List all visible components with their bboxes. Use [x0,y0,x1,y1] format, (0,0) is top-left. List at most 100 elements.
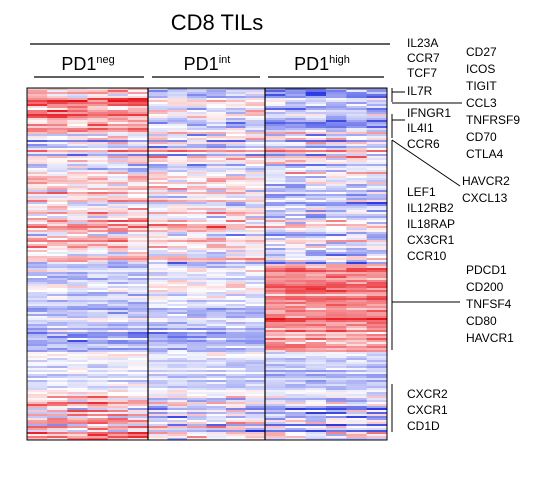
heatmap-cell [366,112,388,115]
heatmap-cell [346,412,368,415]
heatmap-cell [226,226,246,229]
heatmap-cell [206,408,227,411]
heatmap-cell [346,158,368,161]
heatmap-cell [148,150,168,153]
heatmap-cell [346,236,368,239]
heatmap-cell [245,384,266,387]
heatmap-cell [366,436,388,439]
heatmap-cell [47,288,68,291]
heatmap-cell [346,104,368,107]
heatmap-cell [346,338,368,341]
heatmap-cell [187,144,207,147]
heatmap-cell [285,128,307,131]
heatmap-cell [305,290,327,293]
heatmap-cell [245,426,266,429]
heatmap-cell [326,362,347,365]
heatmap-cell [187,206,207,209]
heatmap-cell [346,358,368,361]
heatmap-cell [265,398,286,401]
heatmap-cell [346,186,368,189]
heatmap-cell [167,314,188,317]
heatmap-cell [87,322,109,325]
heatmap-cell [107,278,129,281]
heatmap-cell [326,256,347,259]
heatmap-cell [107,280,129,283]
heatmap-cell [265,380,286,383]
heatmap-cell [346,222,368,225]
heatmap-cell [167,344,188,347]
heatmap-cell [206,106,227,109]
heatmap-cell [305,148,327,151]
heatmap-cell [148,382,168,385]
heatmap-cell [305,332,327,335]
heatmap-cell [346,260,368,263]
heatmap-cell [67,234,88,237]
heatmap-cell [127,94,149,97]
heatmap-cell [127,274,149,277]
heatmap-cell [127,352,149,355]
heatmap-cell [167,252,188,255]
heatmap-cell [206,390,227,393]
heatmap-cell [107,92,129,95]
heatmap-cell [107,416,129,419]
heatmap-cell [326,160,347,163]
heatmap-cell [167,370,188,373]
heatmap-cell [127,346,149,349]
heatmap-cell [87,142,109,145]
heatmap-cell [265,282,286,285]
heatmap-cell [107,242,129,245]
heatmap-cell [245,180,266,183]
heatmap-cell [67,280,88,283]
heatmap-cell [245,256,266,259]
heatmap-cell [346,346,368,349]
heatmap-cell [265,336,286,339]
heatmap-cell [167,334,188,337]
heatmap-cell [87,262,109,265]
heatmap-cell [87,96,109,99]
heatmap-cell [305,232,327,235]
heatmap-cell [87,250,109,253]
heatmap-cell [47,332,68,335]
heatmap-cell [187,176,207,179]
heatmap-cell [305,314,327,317]
heatmap-cell [27,146,48,149]
heatmap-cell [27,268,48,271]
heatmap-cell [326,390,347,393]
heatmap-cell [226,322,246,325]
heatmap-cell [127,190,149,193]
heatmap-cell [47,384,68,387]
heatmap-cell [226,176,246,179]
heatmap-cell [206,332,227,335]
heatmap-cell [127,260,149,263]
heatmap-cell [265,234,286,237]
heatmap-cell [67,426,88,429]
heatmap-cell [67,306,88,309]
heatmap-cell [107,358,129,361]
heatmap-cell [206,88,227,91]
heatmap-cell [47,264,68,267]
heatmap-cell [265,168,286,171]
heatmap-cell [326,262,347,265]
heatmap-cell [67,228,88,231]
heatmap-cell [167,298,188,301]
right-cluster-2: HAVCR2 CXCL13 [391,139,510,205]
heatmap-cell [187,430,207,433]
heatmap-cell [67,256,88,259]
heatmap-cell [346,154,368,157]
heatmap-cell [67,174,88,177]
heatmap-cell [187,370,207,373]
heatmap-cell [47,130,68,133]
heatmap-cell [167,138,188,141]
heatmap-cell [107,376,129,379]
heatmap-cell [346,238,368,241]
heatmap-cell [127,362,149,365]
heatmap-cell [67,302,88,305]
heatmap-cell [67,140,88,143]
heatmap-cell [127,288,149,291]
heatmap-cell [167,348,188,351]
heatmap-cell [167,284,188,287]
heatmap-cell [326,320,347,323]
heatmap-cell [47,184,68,187]
heatmap-cell [87,188,109,191]
heatmap-cell [305,196,327,199]
